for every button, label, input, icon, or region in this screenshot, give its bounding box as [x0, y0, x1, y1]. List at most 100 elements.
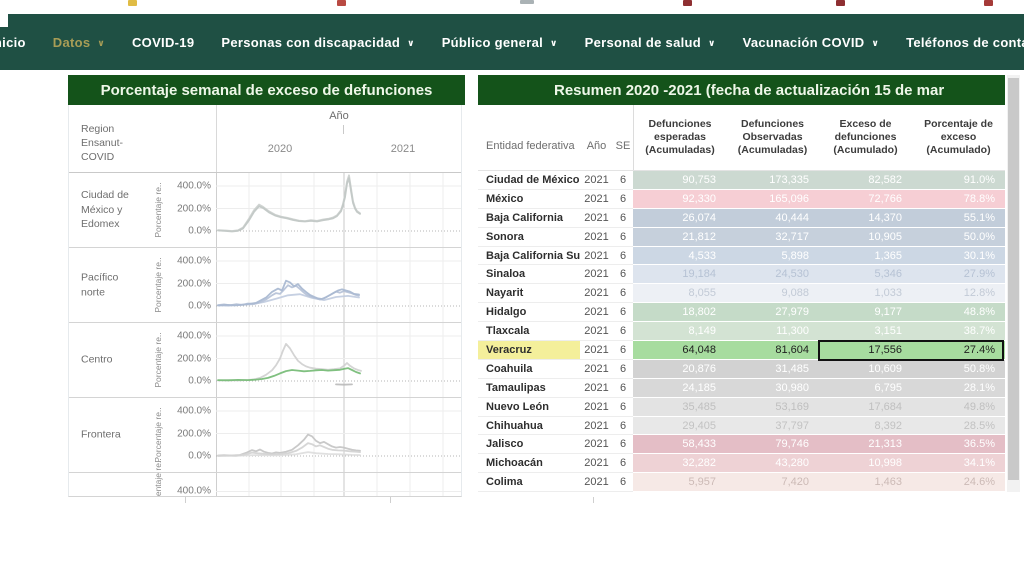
table-row-colima[interactable]: Colima 2021 6 5,957 7,420 1,463 24.6%	[478, 473, 1005, 493]
chart-plot-area[interactable]	[216, 248, 462, 322]
nav-item-personal-de-salud[interactable]: Personal de salud ∨	[585, 35, 716, 50]
main-nav: Inicio Datos ∨ COVID-19 Personas con discapa…	[0, 14, 1024, 70]
table-row-baja-california[interactable]: Baja California 2021 6 26,074 40,444 14,370 55…	[478, 208, 1005, 228]
table-row-tamaulipas[interactable]: Tamaulipas 2021 6 24,185 30,980 6,795 28.1%	[478, 378, 1005, 398]
clipped-text-artifact	[520, 0, 534, 4]
excess-deaths-cell: 21,313	[819, 435, 912, 455]
week-cell: 6	[613, 473, 633, 493]
excess-deaths-cell: 9,177	[819, 303, 912, 323]
column-header-ano[interactable]: Año	[586, 139, 607, 152]
table-row-sinaloa[interactable]: Sinaloa 2021 6 19,184 24,530 5,346 27.9%	[478, 265, 1005, 285]
chart-plot-area[interactable]	[216, 173, 462, 247]
y-axis-tick: 0.0%	[188, 375, 211, 387]
entity-cell: Nuevo León	[478, 398, 580, 417]
observed-deaths-cell: 43,280	[726, 454, 819, 474]
nav-item-publico-general[interactable]: Público general ∨	[442, 35, 558, 50]
nav-list: Inicio Datos ∨ COVID-19 Personas con discapa…	[0, 14, 1024, 70]
entity-cell: Colima	[478, 473, 580, 493]
y-axis-tick: 400.0%	[177, 180, 211, 192]
table-row-sonora[interactable]: Sonora 2021 6 21,812 32,717 10,905 50.0%	[478, 227, 1005, 247]
nav-item-label: Vacunación COVID	[742, 34, 865, 50]
column-header-defunciones-observadas-acumuladas[interactable]: Defunciones Observadas (Acumuladas)	[737, 117, 808, 157]
entity-cell: Veracruz	[478, 341, 580, 360]
y-axis-tick: 0.0%	[188, 300, 211, 312]
column-header-exceso-de-defunciones-acumulado[interactable]: Exceso de defunciones (Acumulado)	[833, 117, 898, 157]
column-header-se[interactable]: SE	[615, 139, 631, 152]
year-cell: 2021	[580, 473, 613, 493]
nav-item-covid-19[interactable]: COVID-19	[132, 35, 194, 50]
nav-item-label: Público general	[441, 34, 544, 50]
table-row-mexico[interactable]: México 2021 6 92,330 165,096 72,766 78.8%	[478, 189, 1005, 209]
nav-item-vacunacion-covid[interactable]: Vacunación COVID ∨	[743, 35, 879, 50]
nav-item-datos[interactable]: Datos ∨	[53, 35, 105, 50]
week-cell: 6	[613, 360, 633, 379]
week-cell: 6	[613, 398, 633, 417]
region-label: Pacífico norte	[81, 271, 119, 298]
column-header-entidad-federativa[interactable]: Entidad federativa	[486, 139, 575, 152]
y-axis-tick: 400.0%	[177, 405, 211, 417]
table-row-ciudad-de-mexico[interactable]: Ciudad de México 2021 6 90,753 173,335 82,582…	[478, 171, 1005, 190]
window-corner-notch	[0, 14, 8, 27]
excess-deaths-cell: 8,392	[819, 416, 912, 436]
column-header-defunciones-esperadas-acumuladas[interactable]: Defunciones esperadas (Acumuladas)	[633, 105, 726, 170]
table-header-row: Entidad federativa Año SE Defunciones esper…	[478, 105, 1005, 171]
expected-deaths-cell: 35,485	[633, 397, 726, 417]
year-cell: 2021	[580, 360, 613, 379]
table-row-jalisco[interactable]: Jalisco 2021 6 58,433 79,746 21,313 36.5%	[478, 435, 1005, 455]
y-axis-tick: 400.0%	[177, 485, 211, 497]
week-cell: 6	[613, 341, 633, 360]
expected-deaths-cell: 8,055	[633, 284, 726, 304]
excess-deaths-cell: 14,370	[819, 208, 912, 228]
excess-pct-cell: 50.0%	[912, 227, 1005, 247]
nav-item-telefonos-de-contacto[interactable]: Teléfonos de contacto	[906, 35, 1024, 50]
excess-pct-cell: 78.8%	[912, 189, 1005, 209]
excess-deaths-cell: 10,609	[819, 359, 912, 379]
year-cell: 2021	[580, 171, 613, 190]
chart-series-line	[217, 174, 361, 232]
nav-item-personas-con-discapacidad[interactable]: Personas con discapacidad ∨	[221, 35, 414, 50]
excess-pct-cell: 36.5%	[912, 435, 1005, 455]
clipped-text-artifact	[984, 0, 993, 6]
table-row-veracruz[interactable]: Veracruz 2021 6 64,048 81,604 17,556 27.4%	[478, 340, 1005, 362]
excess-pct-cell: 30.1%	[912, 246, 1005, 266]
observed-deaths-cell: 27,979	[726, 303, 819, 323]
region-column-header: Region Ensanut- COVID	[81, 123, 124, 164]
y-axis-tick: 0.0%	[188, 225, 211, 237]
table-row-chihuahua[interactable]: Chihuahua 2021 6 29,405 37,797 8,392 28.5%	[478, 416, 1005, 436]
chevron-down-icon: ∨	[97, 37, 105, 48]
entity-cell: México	[478, 190, 580, 209]
chevron-down-icon: ∨	[550, 37, 558, 48]
scrollbar-thumb[interactable]	[1008, 78, 1019, 480]
entity-cell: Baja California	[478, 209, 580, 228]
chart-row-pacifico: Pacífico norte Porcentaje re.. 400.0% 200.0…	[69, 248, 461, 323]
region-label: Centro	[81, 353, 113, 366]
summary-table-panel: Entidad federativa Año SE Defunciones esper…	[478, 105, 1005, 495]
year-cell: 2021	[580, 379, 613, 398]
year-cell: 2021	[580, 341, 613, 360]
table-row-michoacan[interactable]: Michoacán 2021 6 32,282 43,280 10,998 34.1%	[478, 454, 1005, 474]
excess-pct-cell: 28.1%	[912, 378, 1005, 398]
chart-plot-area[interactable]	[216, 398, 462, 472]
column-header-porcentaje-de-exceso-acumulado[interactable]: Porcentaje de exceso (Acumulado)	[924, 117, 993, 157]
chart-plot-area[interactable]	[216, 473, 462, 497]
expected-deaths-cell: 26,074	[633, 208, 726, 228]
table-row-hidalgo[interactable]: Hidalgo 2021 6 18,802 27,979 9,177 48.8%	[478, 303, 1005, 323]
table-row-baja-california-sur[interactable]: Baja California Sur 2021 6 4,533 5,898 1,365 3…	[478, 246, 1005, 266]
table-row-nayarit[interactable]: Nayarit 2021 6 8,055 9,088 1,033 12.8%	[478, 284, 1005, 304]
excess-pct-cell: 34.1%	[912, 454, 1005, 474]
expected-deaths-cell: 90,753	[633, 171, 726, 190]
table-row-tlaxcala[interactable]: Tlaxcala 2021 6 8,149 11,300 3,151 38.7%	[478, 322, 1005, 342]
expected-deaths-cell: 20,876	[633, 359, 726, 379]
chart-plot-area[interactable]	[216, 323, 462, 397]
clipped-text-artifact	[836, 0, 845, 6]
chart-row-ciudad-de: Ciudad de México y Edomex Porcentaje re..…	[69, 173, 461, 248]
chart-series-line	[217, 433, 361, 457]
year-cell: 2021	[580, 398, 613, 417]
observed-deaths-cell: 81,604	[726, 341, 819, 360]
nav-item-inicio[interactable]: Inicio	[0, 35, 26, 50]
table-row-coahuila[interactable]: Coahuila 2021 6 20,876 31,485 10,609 50.8%	[478, 359, 1005, 379]
table-row-nuevo-leon[interactable]: Nuevo León 2021 6 35,485 53,169 17,684 49.8%	[478, 397, 1005, 417]
excess-pct-cell: 28.5%	[912, 416, 1005, 436]
excess-deaths-cell: 10,905	[819, 227, 912, 247]
table-scrollbar[interactable]	[1007, 75, 1020, 492]
